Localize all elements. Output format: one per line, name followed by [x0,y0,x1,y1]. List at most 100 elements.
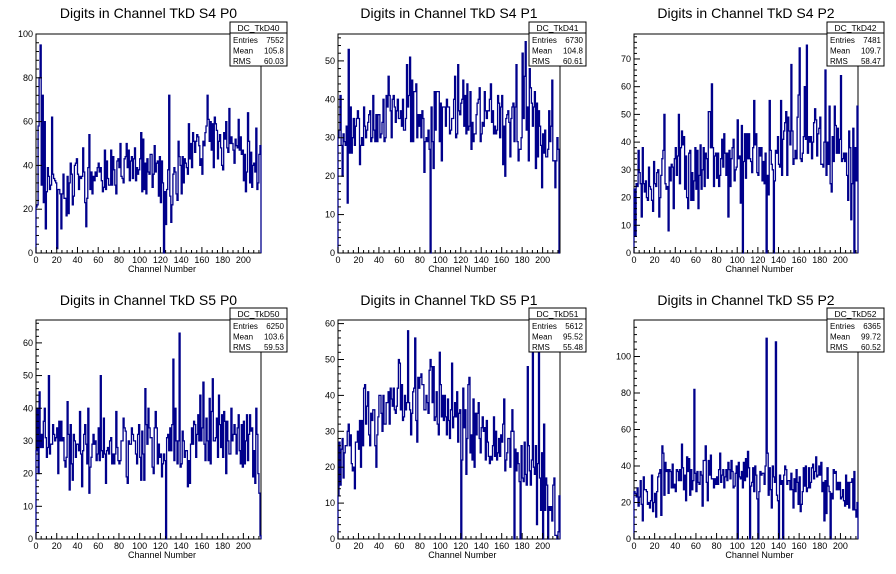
y-tick-label: 30 [621,165,631,175]
x-tick-label: 60 [93,541,103,551]
stats-label: Entries [532,322,557,331]
stats-value: 103.6 [264,333,285,342]
y-tick-label: 60 [325,319,335,329]
y-tick-label: 40 [621,137,631,147]
y-tick-label: 40 [325,94,335,104]
stats-value: 60.03 [264,57,285,66]
x-tick-label: 160 [194,255,209,265]
y-tick-label: 30 [23,436,33,446]
x-tick-label: 0 [33,255,38,265]
x-tick-label: 20 [650,255,660,265]
y-tick-label: 80 [621,388,631,398]
stats-label: Entries [233,36,258,45]
x-tick-label: 80 [712,541,722,551]
x-tick-label: 160 [494,541,509,551]
stats-label: Mean [830,333,850,342]
x-tick-label: 20 [353,541,363,551]
x-tick-label: 40 [670,255,680,265]
stats-name: DC_TkD51 [536,309,578,319]
y-tick-label: 20 [23,469,33,479]
x-tick-label: 40 [374,541,384,551]
x-tick-label: 120 [453,255,468,265]
stats-label: RMS [830,57,848,66]
stats-box-frame [229,307,288,353]
x-tick-label: 100 [730,541,745,551]
x-tick-label: 100 [433,541,448,551]
y-tick-label: 50 [325,354,335,364]
stats-box: DC_TkD51 Entries 5612 Mean 95.52 RMS 55.48 [528,307,587,353]
x-tick-label: 0 [631,541,636,551]
x-tick-label: 180 [215,541,230,551]
y-tick-label: 0 [330,534,335,544]
x-tick-label: 20 [353,255,363,265]
stats-value: 6365 [863,322,881,331]
x-tick-label: 60 [394,255,404,265]
x-tick-label: 120 [750,541,765,551]
stats-box: DC_TkD50 Entries 6250 Mean 103.6 RMS 59.53 [229,307,288,353]
x-tick-label: 180 [515,255,530,265]
stats-box: DC_TkD42 Entries 7481 Mean 109.7 RMS 58.47 [826,21,885,67]
x-axis-label: Channel Number [725,264,793,274]
x-tick-label: 200 [833,255,848,265]
stats-value: 7481 [863,36,881,45]
x-tick-label: 60 [691,541,701,551]
x-tick-label: 180 [515,541,530,551]
histogram-title: Digits in Channel TkD S4 P0 [60,5,237,21]
x-tick-label: 120 [153,541,168,551]
y-tick-label: 40 [621,461,631,471]
stats-value: 95.52 [563,333,584,342]
y-tick-label: 40 [325,390,335,400]
y-tick-label: 0 [28,248,33,258]
histogram-series [337,41,560,254]
x-tick-label: 200 [833,541,848,551]
stats-value: 7552 [266,36,284,45]
stats-name: DC_TkD52 [834,309,876,319]
y-tick-label: 20 [621,498,631,508]
histogram-panel: Digits in Channel TkD S4 P0 0 20 40 60 80 100 1… [18,5,288,274]
y-tick-label: 40 [23,160,33,170]
x-tick-label: 140 [174,255,189,265]
y-tick-label: 70 [621,54,631,64]
x-tick-label: 120 [453,541,468,551]
histogram-title: Digits in Channel TkD S5 P1 [360,292,537,308]
stats-label: RMS [532,57,550,66]
y-tick-label: 0 [330,248,335,258]
y-tick-label: 60 [23,117,33,127]
x-axis-label: Channel Number [725,550,793,560]
stats-box: DC_TkD52 Entries 6365 Mean 99.72 RMS 60.52 [826,307,885,353]
histogram-panel: Digits in Channel TkD S4 P10 20 40 60 80 100 1… [325,5,587,274]
stats-label: Mean [532,47,552,56]
histogram-panel: Digits in Channel TkD S5 P10 20 40 60 80 100 1… [325,292,587,560]
x-tick-label: 140 [771,541,786,551]
plot-frame [35,319,262,540]
y-tick-label: 30 [325,426,335,436]
x-tick-label: 20 [650,541,660,551]
stats-name: DC_TkD41 [536,23,578,33]
stats-label: Mean [233,47,253,56]
x-tick-label: 40 [374,255,384,265]
y-tick-label: 20 [325,462,335,472]
stats-label: RMS [233,343,251,352]
x-axis-label: Channel Number [128,264,196,274]
stats-value: 60.61 [563,57,584,66]
x-tick-label: 140 [174,541,189,551]
x-tick-label: 140 [771,255,786,265]
x-axis-label: Channel Number [128,550,196,560]
histogram-title: Digits in Channel TkD S4 P2 [657,5,834,21]
stats-value: 5612 [565,322,583,331]
x-tick-label: 80 [114,541,124,551]
y-tick-label: 100 [18,29,33,39]
histogram-title: Digits in Channel TkD S5 P2 [657,292,834,308]
histogram-series [633,337,859,540]
x-tick-label: 200 [236,541,251,551]
y-tick-label: 30 [325,133,335,143]
y-tick-label: 0 [626,534,631,544]
x-tick-label: 100 [132,255,147,265]
histogram-panel: Digits in Channel TkD S5 P2 0 20 40 60 80 100 1… [616,292,885,560]
y-tick-label: 80 [23,73,33,83]
x-tick-label: 160 [194,541,209,551]
y-tick-label: 10 [23,501,33,511]
x-tick-label: 60 [93,255,103,265]
x-axis-label: Channel Number [428,550,496,560]
